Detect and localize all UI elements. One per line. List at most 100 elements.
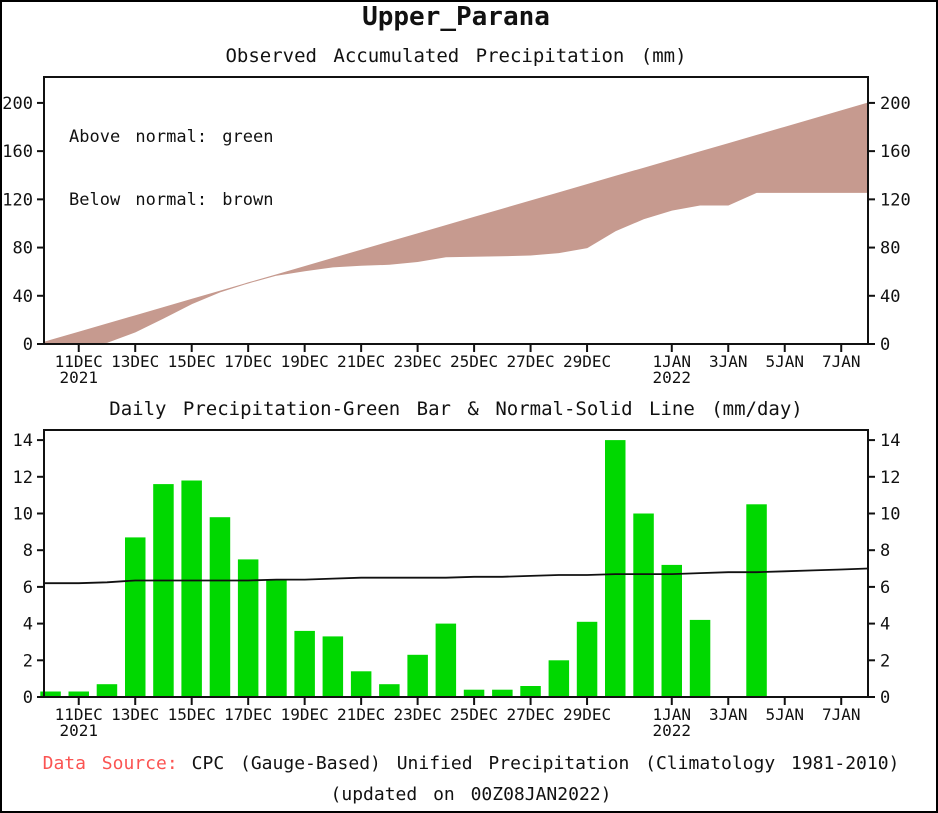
- daily-bar-15DEC: [181, 480, 202, 696]
- accum-x-year-label: 2021: [59, 368, 98, 387]
- daily-bar-13DEC: [125, 537, 146, 696]
- accum-y-tick-label-right: 160: [880, 142, 911, 162]
- daily-y-tick-label-left: 6: [23, 578, 33, 598]
- accum-x-tick-label: 13DEC: [111, 352, 159, 371]
- accum-x-tick-label: 25DEC: [450, 352, 498, 371]
- daily-y-tick-label-left: 12: [13, 468, 33, 488]
- daily-bar-24DEC: [435, 623, 457, 696]
- accum-y-tick-label-right: 0: [880, 335, 890, 355]
- daily-x-tick-label: 5JAN: [765, 705, 804, 724]
- accum-y-tick-label-left: 40: [13, 287, 33, 307]
- legend-below-normal: Below normal: brown: [69, 190, 274, 210]
- daily-x-tick-label: 13DEC: [111, 705, 159, 724]
- daily-x-tick-label: 27DEC: [506, 705, 554, 724]
- daily-y-tick-label-left: 14: [13, 431, 33, 451]
- daily-bar-25DEC: [463, 689, 485, 696]
- accum-y-tick-label-left: 160: [2, 142, 33, 162]
- daily-y-tick-label-right: 8: [880, 541, 890, 561]
- daily-bar-18DEC: [266, 579, 287, 696]
- daily-x-tick-label: 29DEC: [563, 705, 611, 724]
- daily-bar-31DEC: [633, 513, 654, 696]
- accum-plot-area: [43, 76, 869, 345]
- accum-x-tick-label: 17DEC: [224, 352, 272, 371]
- daily-y-tick-label-left: 0: [23, 688, 33, 708]
- daily-x-tick-label: 1JAN: [653, 705, 692, 724]
- daily-bar-21DEC: [350, 671, 372, 696]
- accum-x-tick-label: 29DEC: [563, 352, 611, 371]
- daily-bar-30DEC: [605, 440, 626, 696]
- daily-bar-28DEC: [548, 660, 570, 696]
- accum-x-tick-label: 5JAN: [765, 352, 804, 371]
- legend-above-normal: Above normal: green: [69, 127, 274, 147]
- accum-x-tick-label: 21DEC: [337, 352, 385, 371]
- daily-y-tick-label-right: 6: [880, 578, 890, 598]
- accum-x-tick-label: 19DEC: [281, 352, 329, 371]
- daily-plot-area: [43, 429, 869, 698]
- daily-x-year-label: 2022: [653, 721, 692, 740]
- daily-bar-12DEC: [96, 684, 118, 696]
- daily-bar-2JAN: [689, 619, 711, 696]
- daily-y-tick-label-right: 12: [880, 468, 900, 488]
- daily-x-tick-label: 11DEC: [55, 705, 103, 724]
- daily-bar-11DEC: [68, 691, 89, 696]
- page-title: Upper_Parana: [362, 2, 550, 32]
- daily-bar-20DEC: [322, 636, 344, 696]
- daily-x-tick-label: 17DEC: [224, 705, 272, 724]
- normal-daily-line: [44, 567, 869, 585]
- daily-x-tick-label: 3JAN: [709, 705, 748, 724]
- accum-x-tick-label: 11DEC: [55, 352, 103, 371]
- data-source-line: Data Source: CPC (Gauge-Based) Unified Pr…: [2, 753, 936, 774]
- accum-y-tick-label-left: 120: [2, 190, 33, 210]
- daily-bar-14DEC: [153, 484, 174, 696]
- accum-y-tick-label-left: 0: [23, 335, 33, 355]
- daily-x-tick-label: 25DEC: [450, 705, 498, 724]
- daily-bar-29DEC: [576, 621, 598, 696]
- daily-y-tick-label-left: 4: [23, 615, 33, 635]
- accum-y-tick-label-left: 200: [2, 94, 33, 114]
- daily-x-tick-label: 7JAN: [822, 705, 861, 724]
- accum-y-tick-label-right: 40: [880, 287, 900, 307]
- daily-bar-19DEC: [294, 630, 315, 696]
- daily-x-year-label: 2021: [59, 721, 98, 740]
- accum-chart-title: Observed Accumulated Precipitation (mm): [225, 45, 687, 67]
- data-source-text: CPC (Gauge-Based) Unified Precipitation …: [191, 753, 900, 774]
- daily-y-tick-label-right: 4: [880, 615, 890, 635]
- daily-bar-16DEC: [209, 517, 231, 696]
- accum-x-tick-label: 27DEC: [506, 352, 554, 371]
- accum-x-tick-label: 23DEC: [394, 352, 442, 371]
- accum-x-tick-label: 3JAN: [709, 352, 748, 371]
- daily-x-tick-label: 19DEC: [281, 705, 329, 724]
- daily-x-tick-label: 21DEC: [337, 705, 385, 724]
- daily-x-tick-label: 23DEC: [394, 705, 442, 724]
- accum-y-tick-label-right: 120: [880, 190, 911, 210]
- daily-y-tick-label-right: 14: [880, 431, 900, 451]
- accum-chart-legend: Above normal: green Below normal: brown: [69, 85, 273, 253]
- daily-bar-26DEC: [492, 689, 513, 696]
- accum-x-year-label: 2022: [653, 368, 692, 387]
- daily-bar-17DEC: [237, 559, 259, 696]
- daily-bar-4JAN: [746, 504, 767, 696]
- accum-y-tick-label-right: 80: [880, 239, 900, 259]
- daily-bar-27DEC: [520, 686, 541, 696]
- accum-x-tick-label: 7JAN: [822, 352, 861, 371]
- accum-y-tick-label-left: 80: [13, 239, 33, 259]
- accum-y-tick-label-right: 200: [880, 94, 911, 114]
- accum-x-tick-label: 1JAN: [653, 352, 692, 371]
- daily-chart-title: Daily Precipitation-Green Bar & Normal-S…: [109, 398, 803, 420]
- daily-bar-22DEC: [379, 684, 400, 696]
- accum-x-tick-label: 15DEC: [168, 352, 216, 371]
- daily-bar-1JAN: [661, 564, 682, 696]
- daily-y-tick-label-right: 10: [880, 504, 900, 524]
- updated-text: (updated on 00Z08JAN2022): [330, 784, 612, 805]
- daily-y-tick-label-left: 2: [23, 651, 33, 671]
- data-source-label: Data Source:: [42, 753, 178, 774]
- daily-y-tick-label-left: 8: [23, 541, 33, 561]
- daily-bar-10DEC: [40, 691, 61, 696]
- daily-y-tick-label-left: 10: [13, 504, 33, 524]
- daily-bar-23DEC: [407, 654, 428, 696]
- daily-x-tick-label: 15DEC: [168, 705, 216, 724]
- daily-y-tick-label-right: 2: [880, 651, 890, 671]
